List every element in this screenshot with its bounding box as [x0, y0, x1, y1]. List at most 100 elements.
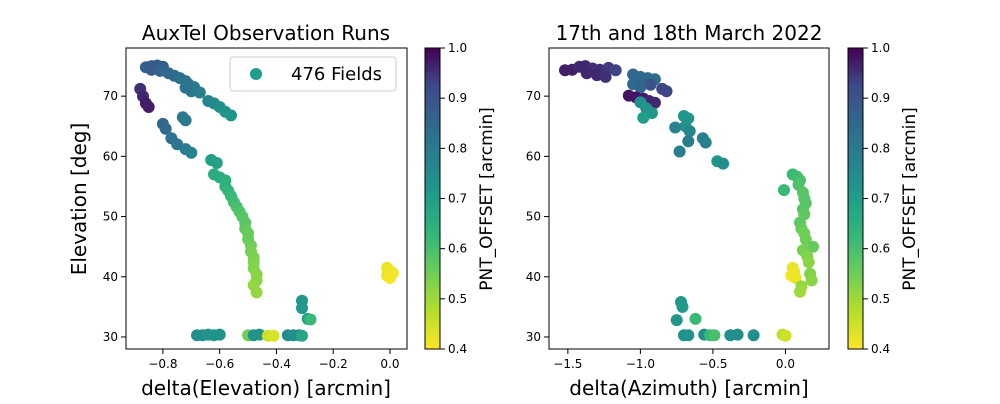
scatter-point: [669, 121, 682, 134]
y-tick-label: 30: [103, 330, 118, 344]
left-ticks: −0.8 −0.6 −0.4 −0.2 0.0 30 40 50 60 70: [103, 89, 400, 371]
right-ticks: −1.5 −1.0 −0.5 0.0 30 40 50 60 70: [526, 89, 795, 371]
scatter-point: [599, 70, 612, 83]
right-chart-title: 17th and 18th March 2022: [556, 21, 823, 45]
colorbar-tick-label: 0.9: [448, 91, 467, 105]
scatter-point: [637, 111, 650, 124]
left-plot-area: [134, 59, 399, 342]
scatter-point: [193, 86, 206, 99]
scatter-point: [699, 136, 712, 149]
colorbar-tick-label: 1.0: [871, 41, 890, 55]
left-colorbar-label: PNT_OFFSET [arcmin]: [477, 107, 497, 291]
x-tick-label: −0.2: [319, 357, 348, 371]
y-tick-label: 70: [103, 89, 118, 103]
scatter-point: [648, 96, 661, 109]
left-y-axis-label: Elevation [deg]: [67, 123, 91, 276]
scatter-point: [250, 286, 263, 299]
colorbar-tick-label: 1.0: [448, 41, 467, 55]
y-tick-label: 50: [103, 210, 118, 224]
left-x-axis-label: delta(Elevation) [arcmin]: [141, 376, 391, 400]
scatter-point: [210, 157, 223, 169]
right-x-axis-label: delta(Azimuth) [arcmin]: [569, 376, 808, 400]
x-tick-label: −0.8: [148, 357, 177, 371]
y-tick-label: 40: [526, 270, 541, 284]
colorbar-tick-label: 0.4: [448, 342, 467, 356]
left-chart-title: AuxTel Observation Runs: [142, 21, 390, 45]
scatter-point: [778, 184, 790, 197]
scatter-point: [670, 314, 683, 327]
legend-label: 476 Fields: [291, 64, 382, 85]
scatter-point: [609, 64, 622, 77]
colorbar-tick-label: 0.6: [448, 242, 467, 256]
left-colorbar-ticks: 0.4 0.5 0.6 0.7 0.8 0.9 1.0: [440, 41, 467, 356]
y-tick-label: 50: [526, 210, 541, 224]
colorbar-tick-label: 0.8: [448, 141, 467, 155]
y-tick-label: 70: [526, 89, 541, 103]
scatter-point: [794, 285, 806, 298]
scatter-point: [682, 135, 695, 148]
scatter-point: [731, 328, 744, 341]
scatter-point: [673, 145, 686, 158]
scatter-point: [634, 81, 647, 94]
colorbar-tick-label: 0.5: [871, 292, 890, 306]
y-tick-label: 60: [103, 149, 118, 163]
scatter-point: [689, 312, 702, 325]
x-tick-label: 0.0: [776, 357, 795, 371]
right-colorbar-ticks: 0.4 0.5 0.6 0.7 0.8 0.9 1.0: [863, 41, 890, 356]
right-colorbar-gradient: [847, 47, 864, 350]
left-axes-frame: [125, 47, 408, 350]
scatter-point: [296, 329, 308, 342]
right-panel: 17th and 18th March 2022 −1.5 −1.0 −0.5 0.0…: [526, 21, 920, 400]
colorbar-tick-label: 0.5: [448, 292, 467, 306]
scatter-point: [747, 329, 760, 342]
x-tick-label: −0.4: [262, 357, 291, 371]
scatter-point: [213, 328, 226, 341]
x-tick-label: −0.5: [698, 357, 727, 371]
right-plot-area: [559, 60, 819, 342]
scatter-point: [807, 240, 819, 253]
scatter-point: [580, 67, 593, 80]
scatter-point: [717, 157, 730, 170]
left-panel: AuxTel Observation Runs −0.8 −0.6 −0.4 −0.2…: [67, 21, 497, 400]
scatter-point: [805, 274, 818, 287]
scatter-point: [682, 329, 695, 342]
scatter-point: [179, 114, 192, 127]
x-tick-label: −0.6: [205, 357, 234, 371]
scatter-point: [142, 101, 155, 113]
colorbar-tick-label: 0.9: [871, 91, 890, 105]
colorbar-tick-label: 0.4: [871, 342, 890, 356]
right-colorbar-label: PNT_OFFSET [arcmin]: [900, 107, 920, 291]
scatter-point: [384, 272, 396, 284]
y-tick-label: 30: [526, 330, 541, 344]
scatter-point: [179, 81, 192, 94]
left-colorbar-gradient: [424, 47, 441, 350]
scatter-point: [676, 300, 689, 313]
scatter-point: [267, 329, 280, 342]
colorbar-tick-label: 0.7: [871, 192, 890, 206]
colorbar-tick-label: 0.8: [871, 141, 890, 155]
legend-marker: [250, 68, 262, 80]
x-tick-label: 0.0: [380, 357, 399, 371]
right-axes-frame: [548, 47, 830, 350]
scatter-point: [683, 125, 696, 138]
scatter-point: [185, 146, 198, 159]
colorbar-tick-label: 0.6: [871, 242, 890, 256]
x-tick-label: −1.5: [553, 357, 582, 371]
scatter-point: [802, 256, 815, 269]
y-tick-label: 60: [526, 149, 541, 163]
legend-box: [229, 56, 397, 92]
scatter-point: [225, 109, 237, 122]
scatter-point: [296, 302, 308, 315]
scatter-point: [304, 313, 317, 326]
scatter-point: [644, 78, 657, 91]
colorbar-tick-label: 0.7: [448, 192, 467, 206]
legend: 476 Fields: [229, 56, 397, 92]
scatter-point: [789, 272, 802, 284]
scatter-point: [779, 329, 792, 342]
right-colorbar: 0.4 0.5 0.6 0.7 0.8 0.9 1.0 PNT_OFFSET [arcmin…: [847, 41, 920, 356]
x-tick-label: −1.0: [626, 357, 655, 371]
y-tick-label: 40: [103, 270, 118, 284]
scatter-point: [159, 122, 172, 135]
scatter-point: [708, 329, 721, 342]
